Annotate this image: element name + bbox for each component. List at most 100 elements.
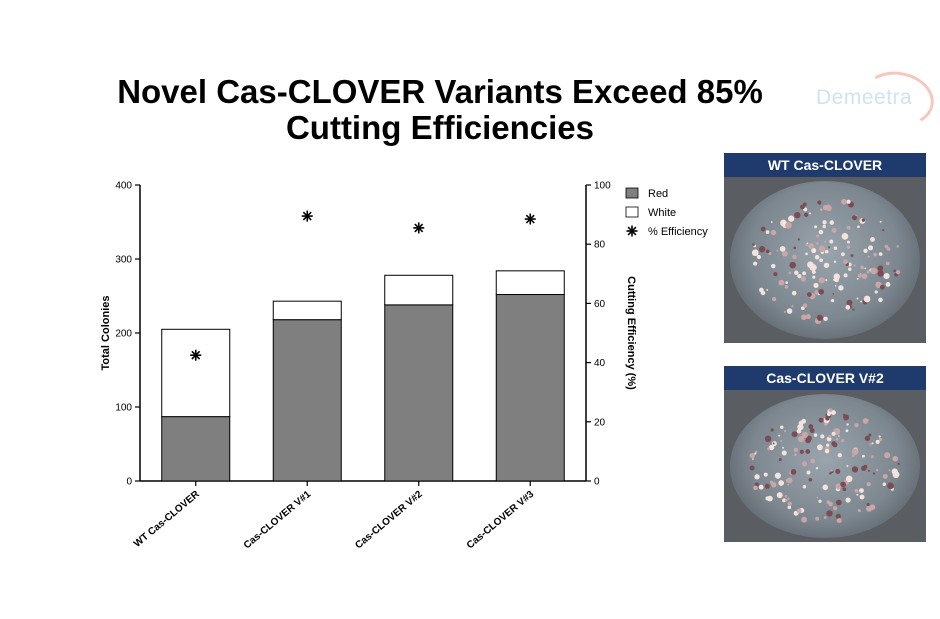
colony-dot [874, 290, 878, 294]
colony-dot [866, 270, 870, 274]
colony-dot [877, 270, 884, 277]
colony-dot [754, 452, 757, 455]
efficiency-marker [190, 349, 202, 361]
colony-dot [800, 204, 805, 210]
bar-white [384, 274, 454, 306]
colony-dot [810, 458, 816, 464]
colony-dot [773, 272, 778, 277]
colony-dot [835, 468, 841, 474]
colony-dot [758, 246, 766, 253]
colony-dot [806, 470, 811, 475]
colony-dot [787, 501, 792, 506]
brand-logo-arc [857, 66, 939, 132]
colony-dot [829, 220, 835, 225]
colony-dot [882, 482, 886, 486]
colony-dot [882, 473, 888, 479]
colony-dot [824, 448, 830, 454]
colony-dot [822, 484, 829, 491]
colony-dot [778, 480, 785, 486]
colony-dot [811, 247, 817, 254]
colony-dot [818, 288, 824, 295]
colony-dot [869, 443, 872, 446]
petri-dish-photo-v2 [724, 390, 926, 542]
colony-dot [897, 462, 900, 466]
colony-dot [780, 219, 787, 227]
colony-dot [754, 474, 760, 480]
colony-dot [809, 428, 815, 434]
colony-dot [851, 454, 855, 458]
colony-dot [818, 417, 824, 423]
colony-dot [783, 430, 787, 433]
colony-dot [767, 447, 770, 451]
colony-dot [878, 435, 881, 438]
colony-dot [765, 230, 770, 234]
colony-dot [864, 435, 871, 442]
colony-dot [801, 418, 807, 424]
legend-label: % Efficiency [648, 226, 708, 238]
colony-dot [828, 408, 833, 412]
colony-dot [845, 429, 849, 433]
colony-dot [831, 227, 837, 233]
colony-dot [801, 516, 808, 523]
y-tick-label: 200 [115, 329, 132, 340]
colony-dot [771, 297, 777, 302]
colony-dot [793, 447, 798, 452]
legend-swatch-efficiency [626, 225, 638, 237]
colony-dot [801, 314, 807, 320]
colony-dot [808, 212, 812, 215]
colony-dot [817, 444, 823, 451]
colony-dot [848, 267, 852, 271]
colony-dot [836, 518, 842, 524]
colony-dot [814, 225, 818, 229]
colony-dot [846, 299, 853, 306]
colony-dot [790, 469, 797, 475]
colony-dot [823, 316, 828, 322]
colony-dot [802, 271, 807, 276]
colony-dot [882, 228, 885, 232]
colony-dot [786, 308, 793, 314]
colony-dot [843, 259, 848, 265]
legend-swatch-red [625, 187, 639, 199]
colony-dot [805, 243, 808, 246]
colony-dot [816, 314, 824, 321]
colony-dot [797, 274, 802, 279]
colony-dot [770, 428, 774, 432]
colony-dot [785, 478, 790, 483]
colony-dot [829, 239, 834, 244]
colony-dot [895, 270, 901, 275]
colony-dot [764, 483, 770, 489]
colony-dot [785, 221, 792, 229]
colony-dot [780, 425, 784, 429]
colony-dot [806, 292, 812, 297]
colony-dot [755, 450, 758, 453]
colony-dot [772, 442, 775, 445]
colony-dot [862, 418, 869, 424]
bar-red [384, 304, 454, 482]
colony-dot [845, 304, 851, 310]
y2-tick-label: 0 [594, 477, 600, 488]
photo-label-wt: WT Cas-CLOVER [724, 153, 926, 177]
colony-dot [886, 247, 891, 251]
colony-dot [808, 477, 813, 482]
colony-dot [819, 208, 823, 212]
colony-dot [875, 281, 882, 288]
colony-dot [846, 245, 851, 249]
colony-dot [770, 221, 773, 223]
colony-dot [760, 290, 766, 296]
colony-dot [871, 442, 874, 445]
colony-dot [823, 262, 830, 269]
colony-dot [791, 305, 794, 308]
efficiency-marker [301, 210, 313, 222]
colony-dot [875, 468, 879, 472]
x-tick-label: Cas-CLOVER V#3 [465, 489, 537, 552]
colony-dot [850, 254, 854, 257]
colony-dot [857, 273, 862, 278]
x-tick-label: Cas-CLOVER V#1 [242, 489, 314, 552]
colony-dot [752, 243, 755, 246]
colony-dot [765, 249, 770, 254]
colony-dot [787, 483, 790, 486]
colony-dot [883, 273, 890, 280]
colony-dot [797, 423, 804, 431]
colony-dot [791, 431, 798, 438]
colony-dot [785, 499, 788, 502]
